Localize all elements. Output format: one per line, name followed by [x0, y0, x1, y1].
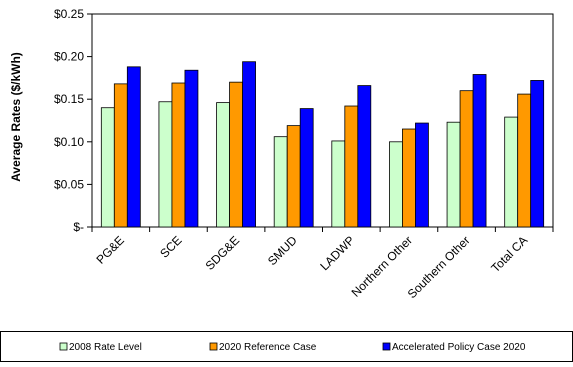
- legend-label: 2008 Rate Level: [69, 342, 142, 353]
- x-tick-label: LADWP: [317, 233, 357, 273]
- y-axis-label: Average Rates ($/kWh): [9, 52, 23, 182]
- bar-2020-reference-case-1: [171, 82, 186, 228]
- bar-2020-reference-case-6: [459, 90, 474, 228]
- bar-2008-rate-level-0: [100, 107, 115, 228]
- bar-2008-rate-level-1: [158, 101, 173, 228]
- bar-accelerated-policy-case-2020-2: [242, 61, 256, 228]
- legend: 2008 Rate Level 2020 Reference Case Accele…: [0, 331, 573, 362]
- x-tick-label: PG&E: [93, 233, 126, 266]
- bar-accelerated-policy-case-2020-1: [184, 69, 199, 228]
- bar-accelerated-policy-case-2020-6: [472, 74, 487, 228]
- legend-label: Accelerated Policy Case 2020: [392, 342, 526, 353]
- bar-accelerated-policy-case-2020-7: [530, 80, 545, 228]
- bar-accelerated-policy-case-2020-5: [415, 122, 429, 228]
- bar-2020-reference-case-7: [517, 93, 532, 228]
- y-tick-label: $0.15: [54, 92, 84, 106]
- bar-2008-rate-level-3: [273, 136, 288, 228]
- legend-swatch: [382, 342, 391, 351]
- bar-2020-reference-case-2: [229, 81, 243, 228]
- x-tick-label: SDG&E: [203, 233, 243, 273]
- bar-2008-rate-level-5: [389, 141, 403, 228]
- bar-accelerated-policy-case-2020-0: [126, 66, 141, 228]
- bar-2008-rate-level-6: [446, 121, 461, 228]
- bar-accelerated-policy-case-2020-4: [357, 85, 372, 228]
- y-tick-label: $0.25: [54, 7, 84, 21]
- bar-2008-rate-level-2: [216, 102, 230, 228]
- y-tick-label: $0.20: [54, 50, 84, 64]
- y-tick-label: $0.05: [54, 177, 84, 191]
- x-tick-label: Southern Other: [405, 233, 473, 301]
- bar-2020-reference-case-4: [344, 105, 359, 228]
- legend-label: 2020 Reference Case: [219, 342, 317, 353]
- bar-2008-rate-level-4: [331, 140, 346, 228]
- y-tick-label: $-: [73, 220, 84, 234]
- x-tick-label: Total CA: [488, 233, 530, 275]
- legend-swatch: [209, 342, 218, 351]
- y-tick-label: $0.10: [54, 135, 84, 149]
- x-tick-label: SMUD: [265, 233, 300, 268]
- bar-accelerated-policy-case-2020-3: [299, 108, 314, 228]
- legend-swatch: [59, 342, 68, 351]
- bar-2008-rate-level-7: [504, 116, 519, 228]
- plot-area: $- $0.05 $0.10 $0.15 $0.20 $0.25 PG&E SCE SDG&E S…: [54, 7, 554, 301]
- x-tick-label: SCE: [157, 233, 184, 260]
- bar-2020-reference-case-5: [402, 128, 416, 228]
- bar-2020-reference-case-3: [286, 125, 301, 228]
- bar-2020-reference-case-0: [113, 83, 128, 228]
